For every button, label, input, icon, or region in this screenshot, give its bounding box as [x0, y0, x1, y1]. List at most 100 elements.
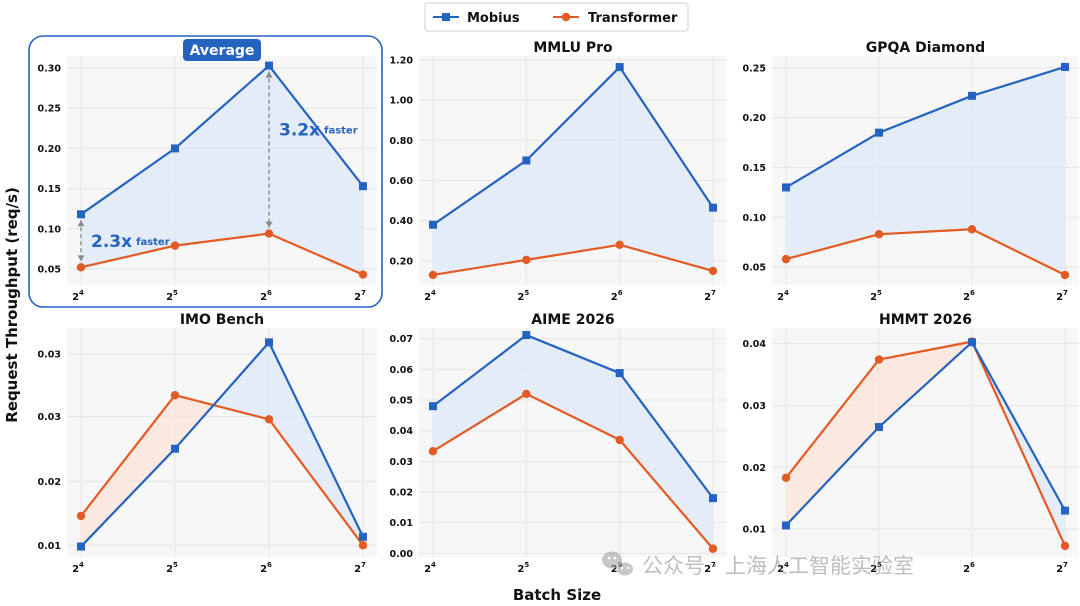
series-line-mobius — [785, 341, 1066, 527]
point-transformer — [428, 447, 438, 456]
panel-title: IMO Bench — [180, 312, 264, 328]
x-tick-exponent: 4 — [431, 561, 436, 569]
y-tick-label: 0.01 — [38, 541, 61, 552]
x-tick-label: 24 — [777, 289, 789, 303]
x-tick-base: 2 — [870, 292, 877, 303]
panel-title: MMLU Pro — [533, 40, 613, 56]
point-mobius — [429, 402, 437, 411]
point-mobius — [522, 331, 531, 340]
x-tick-exponent: 5 — [173, 289, 178, 297]
x-tick-label: 25 — [517, 289, 529, 303]
y-tick-label: 0.20 — [390, 256, 414, 267]
y-tick-label: 0.02 — [743, 463, 766, 474]
x-tick-exponent: 6 — [267, 289, 272, 297]
x-tick-label: 25 — [870, 561, 882, 575]
annotation-arrowhead-down — [265, 221, 273, 228]
x-tick-label: 24 — [777, 561, 789, 575]
point-mobius — [1061, 62, 1069, 71]
x-tick-base: 2 — [1056, 292, 1063, 303]
x-tick-label: 26 — [963, 561, 975, 575]
annotation-speedup-suffix: faster — [136, 237, 170, 248]
x-tick-base: 2 — [1056, 564, 1063, 575]
series-line-transformer — [432, 243, 714, 277]
panel-title: HMMT 2026 — [879, 312, 972, 328]
point-mobius — [265, 61, 273, 70]
y-tick-label: 0.20 — [38, 144, 62, 155]
y-tick-label: 0.02 — [390, 488, 413, 499]
y-tick-label: 0.01 — [390, 518, 413, 529]
point-mobius — [1061, 506, 1069, 515]
y-tick-label: 0.40 — [390, 216, 414, 227]
point-mobius — [615, 63, 624, 72]
legend-transformer-marker — [561, 12, 571, 22]
point-mobius — [709, 203, 717, 212]
y-tick-label: 0.80 — [390, 136, 414, 147]
x-tick-base: 2 — [260, 292, 267, 303]
fill-between — [269, 65, 363, 275]
x-tick-label: 26 — [260, 561, 272, 575]
y-tick-label: 0.05 — [743, 263, 766, 274]
legend-mobius-label: Mobius — [467, 11, 520, 26]
x-tick-base: 2 — [354, 564, 361, 575]
y-tick-label: 0.03 — [743, 401, 766, 412]
annotation-arrowhead-down — [77, 255, 85, 262]
point-mobius — [77, 542, 85, 551]
y-tick-label: 0.03 — [38, 412, 61, 423]
fill-between — [786, 359, 879, 526]
point-mobius — [77, 210, 85, 219]
x-tick-base: 2 — [870, 564, 877, 575]
x-tick-label: 25 — [166, 289, 178, 303]
title-badge — [183, 39, 261, 61]
panel-aime-2026: 0.000.010.020.030.040.050.060.0724252627… — [390, 312, 727, 575]
y-tick-label: 0.04 — [743, 339, 767, 350]
series-line-mobius — [80, 64, 364, 216]
point-transformer — [170, 390, 180, 400]
point-mobius — [968, 338, 976, 347]
point-transformer — [358, 270, 368, 279]
annotation-speedup: 2.3x faster — [91, 232, 170, 252]
x-tick-base: 2 — [777, 564, 784, 575]
x-tick-exponent: 7 — [711, 561, 716, 569]
y-tick-label: 0.15 — [743, 163, 766, 174]
x-tick-base: 2 — [166, 292, 173, 303]
fill-between — [433, 160, 527, 275]
point-mobius — [968, 91, 976, 100]
watermark: 公众号 · 上海人工智能实验室 — [602, 551, 914, 578]
fill-between — [81, 148, 175, 268]
x-tick-base: 2 — [72, 292, 79, 303]
y-tick-label: 0.20 — [743, 113, 767, 124]
y-tick-label: 0.10 — [743, 213, 767, 224]
point-transformer — [76, 511, 86, 521]
fill-between — [526, 67, 620, 260]
x-tick-exponent: 5 — [524, 561, 529, 569]
point-transformer — [522, 255, 531, 265]
y-tick-label: 0.25 — [38, 104, 61, 115]
x-tick-exponent: 5 — [877, 289, 882, 297]
fill-between — [526, 335, 620, 440]
x-tick-exponent: 6 — [970, 561, 975, 569]
point-mobius — [171, 444, 179, 453]
y-tick-label: 0.05 — [390, 396, 413, 407]
x-tick-label: 25 — [870, 289, 882, 303]
plot-background — [67, 328, 377, 557]
x-tick-label: 27 — [1056, 289, 1068, 303]
x-tick-exponent: 7 — [1063, 289, 1068, 297]
point-mobius — [359, 182, 367, 191]
series-line-mobius — [432, 333, 714, 499]
fill-between — [619, 373, 713, 549]
series-line-transformer — [785, 228, 1066, 277]
x-tick-base: 2 — [424, 292, 431, 303]
point-transformer — [781, 254, 791, 264]
x-tick-base: 2 — [963, 564, 970, 575]
y-tick-label: 1.00 — [390, 96, 414, 107]
y-tick-label: 0.07 — [390, 334, 413, 345]
x-tick-label: 24 — [72, 561, 84, 575]
x-tick-exponent: 7 — [1063, 561, 1068, 569]
fill-between — [619, 67, 713, 271]
point-mobius — [429, 220, 437, 229]
x-tick-label: 27 — [704, 289, 716, 303]
average-highlight-box — [28, 35, 383, 308]
